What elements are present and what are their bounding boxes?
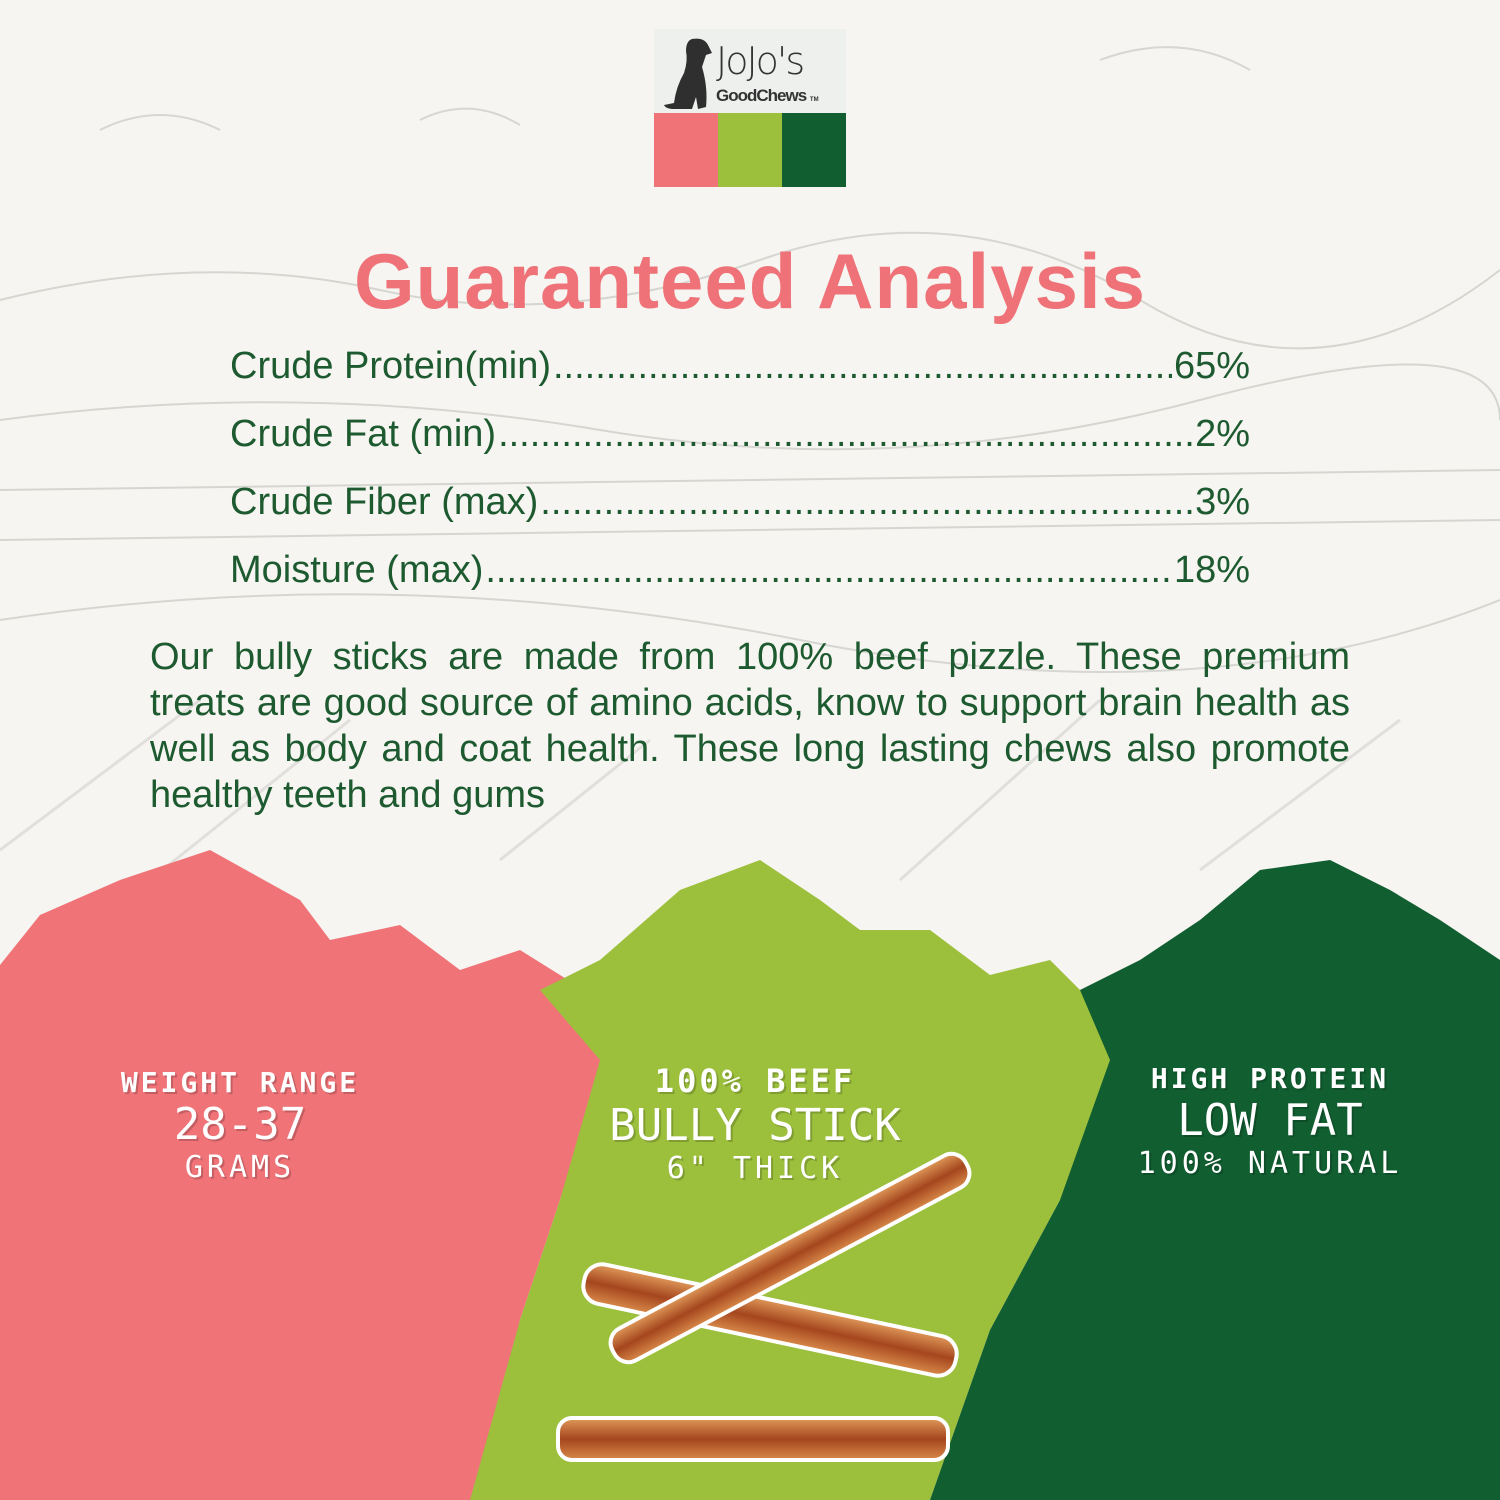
analysis-row: Crude Fiber (max) 3% — [230, 481, 1250, 549]
panel-heading: HIGH PROTEIN — [1150, 1062, 1390, 1095]
bully-stick-image — [556, 1151, 972, 1462]
analysis-label: Crude Protein(min) — [230, 345, 551, 387]
analysis-label: Crude Fat (min) — [230, 413, 497, 455]
analysis-value: 3% — [1195, 481, 1250, 523]
panel-sub: 6" THICK — [666, 1151, 844, 1186]
analysis-table: Crude Protein(min)65% Crude Fat (min)2% … — [230, 345, 1250, 617]
leader-dots — [540, 481, 1193, 524]
leader-dots — [498, 413, 1193, 456]
analysis-row: Moisture (max) 18% — [230, 549, 1250, 617]
dog-silhouette-icon — [664, 38, 712, 109]
swatch-pink — [654, 113, 718, 187]
pink-paint-panel — [0, 850, 610, 1500]
panel-sub: 100% NATURAL — [1137, 1146, 1403, 1181]
analysis-label: Crude Fiber (max) — [230, 481, 539, 523]
analysis-label: Moisture (max) — [230, 549, 484, 591]
swatch-green — [782, 113, 846, 187]
brand-name-jojo: JoJo's — [716, 39, 805, 83]
brand-subname-text: GoodChews — [716, 86, 807, 105]
trademark: TM — [809, 97, 819, 103]
panel-sub: GRAMS — [184, 1150, 296, 1185]
leader-dots — [485, 549, 1172, 592]
page-title: Guaranteed Analysis — [353, 237, 1147, 325]
panel-main: LOW FAT — [1177, 1095, 1363, 1146]
leader-dots — [553, 345, 1172, 388]
weight-range-panel: WEIGHT RANGE 28-37 GRAMS — [90, 1066, 390, 1185]
product-description: Our bully sticks are made from 100% beef… — [150, 636, 1350, 816]
brand-name-text: JoJo's — [716, 39, 805, 83]
panel-heading: WEIGHT RANGE — [120, 1066, 360, 1099]
analysis-row: Crude Protein(min) 65% — [230, 345, 1250, 413]
panel-heading: 100% BEEF — [654, 1062, 856, 1100]
analysis-value: 18% — [1173, 549, 1250, 591]
analysis-row: Crude Fat (min) 2% — [230, 413, 1250, 481]
beef-bully-stick-panel: 100% BEEF BULLY STICK 6" THICK — [600, 1062, 910, 1186]
green-paint-panel — [930, 860, 1500, 1500]
analysis-value: 65% — [1173, 345, 1250, 387]
panel-main: BULLY STICK — [609, 1100, 901, 1151]
panel-main: 28-37 — [173, 1099, 307, 1150]
brand-name-goodchews: GoodChews TM — [716, 86, 819, 106]
analysis-value: 2% — [1195, 413, 1250, 455]
brand-logo: JoJo's GoodChews TM — [654, 29, 846, 187]
swatch-lime — [718, 113, 782, 187]
high-protein-panel: HIGH PROTEIN LOW FAT 100% NATURAL — [1110, 1062, 1430, 1181]
